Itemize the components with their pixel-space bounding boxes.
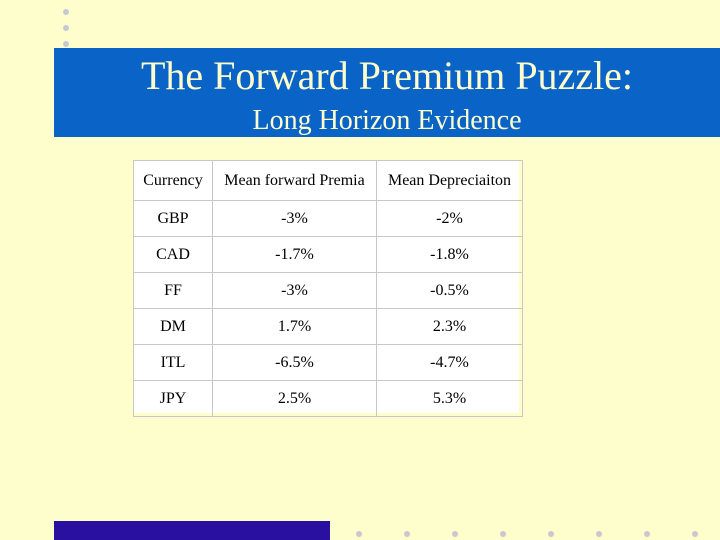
title-band xyxy=(54,48,720,137)
column-header-currency: Currency xyxy=(133,160,213,201)
decorative-dot xyxy=(356,531,362,537)
cell-forward-premia: -3% xyxy=(212,272,377,309)
cell-forward-premia: 2.5% xyxy=(212,380,377,417)
cell-forward-premia: -1.7% xyxy=(212,236,377,273)
data-table-container: Currency Mean forward Premia Mean Deprec… xyxy=(133,160,523,417)
decorative-dot xyxy=(692,531,698,537)
cell-forward-premia: -3% xyxy=(212,200,377,237)
decorative-dot xyxy=(596,531,602,537)
forward-premium-table: Currency Mean forward Premia Mean Deprec… xyxy=(133,160,523,417)
table-row: DM 1.7% 2.3% xyxy=(133,308,523,345)
cell-currency: JPY xyxy=(133,380,213,417)
column-header-forward-premia: Mean forward Premia xyxy=(212,160,377,201)
cell-currency: GBP xyxy=(133,200,213,237)
cell-currency: CAD xyxy=(133,236,213,273)
table-row: GBP -3% -2% xyxy=(133,200,523,237)
table-row: ITL -6.5% -4.7% xyxy=(133,344,523,381)
column-header-depreciation: Mean Depreciaiton xyxy=(376,160,523,201)
slide-title: The Forward Premium Puzzle: xyxy=(140,53,634,98)
decorative-dot xyxy=(63,9,69,15)
cell-depreciation: -0.5% xyxy=(376,272,523,309)
footer-bar xyxy=(54,521,330,540)
cell-depreciation: 5.3% xyxy=(376,380,523,417)
decorative-dot xyxy=(548,531,554,537)
cell-forward-premia: 1.7% xyxy=(212,308,377,345)
decorative-dot xyxy=(404,531,410,537)
cell-currency: DM xyxy=(133,308,213,345)
table-header-row: Currency Mean forward Premia Mean Deprec… xyxy=(133,160,523,201)
cell-depreciation: 2.3% xyxy=(376,308,523,345)
decorative-dot xyxy=(500,531,506,537)
decorative-dot xyxy=(63,41,69,47)
cell-currency: ITL xyxy=(133,344,213,381)
cell-depreciation: -2% xyxy=(376,200,523,237)
slide-subtitle: Long Horizon Evidence xyxy=(252,105,522,136)
decorative-dot xyxy=(644,531,650,537)
decorative-dot xyxy=(63,25,69,31)
table-row: CAD -1.7% -1.8% xyxy=(133,236,523,273)
cell-depreciation: -4.7% xyxy=(376,344,523,381)
table-row: JPY 2.5% 5.3% xyxy=(133,380,523,417)
table-row: FF -3% -0.5% xyxy=(133,272,523,309)
cell-forward-premia: -6.5% xyxy=(212,344,377,381)
cell-currency: FF xyxy=(133,272,213,309)
cell-depreciation: -1.8% xyxy=(376,236,523,273)
decorative-dot xyxy=(452,531,458,537)
